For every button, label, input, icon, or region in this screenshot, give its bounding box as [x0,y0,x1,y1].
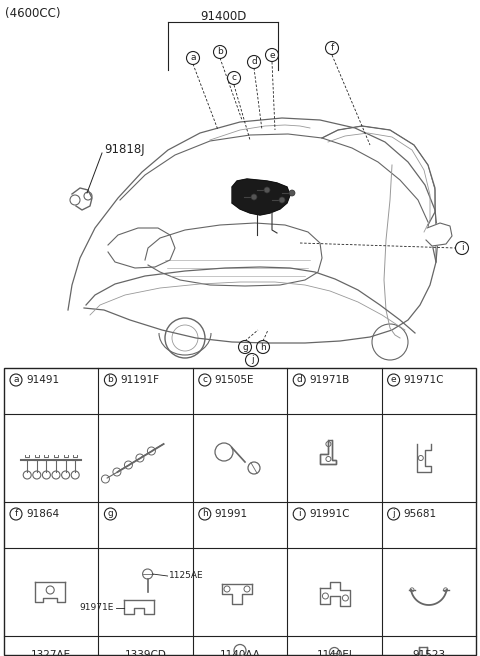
Text: d: d [251,58,257,66]
Circle shape [289,190,295,196]
Text: 1140EJ: 1140EJ [316,650,352,656]
Bar [4,368,476,655]
Text: 91191F: 91191F [120,375,159,385]
Text: i: i [461,243,463,253]
Text: 1327AE: 1327AE [31,650,71,656]
Text: 91991C: 91991C [309,509,350,519]
Text: c: c [202,375,207,384]
Text: 1125AE: 1125AE [168,571,203,579]
Text: 91971E: 91971E [79,604,114,613]
Text: 91818J: 91818J [104,144,144,157]
Text: 91991: 91991 [215,509,248,519]
Text: f: f [330,43,334,52]
Text: b: b [217,47,223,56]
Text: e: e [269,51,275,60]
Text: 91864: 91864 [26,509,59,519]
Text: 91505E: 91505E [215,375,254,385]
Polygon shape [426,223,452,246]
Text: 91491: 91491 [26,375,59,385]
Text: j: j [251,356,253,365]
Text: i: i [298,510,300,518]
Text: a: a [13,375,19,384]
Text: b: b [108,375,113,384]
Text: c: c [231,73,237,83]
Text: g: g [242,342,248,352]
Text: (4600CC): (4600CC) [5,7,60,20]
Text: 95681: 95681 [404,509,437,519]
Text: a: a [190,54,196,62]
Text: d: d [296,375,302,384]
Text: 91523: 91523 [412,650,445,656]
Text: 1140AA: 1140AA [219,650,261,656]
Text: 1339CD: 1339CD [125,650,167,656]
Text: e: e [391,375,396,384]
Text: 91400D: 91400D [200,9,246,22]
Text: j: j [392,510,395,518]
Circle shape [279,197,285,203]
Text: f: f [14,510,18,518]
Circle shape [251,194,257,200]
Text: 91971C: 91971C [404,375,444,385]
Polygon shape [232,179,290,215]
Text: 91971B: 91971B [309,375,349,385]
Text: g: g [108,510,113,518]
Circle shape [264,187,270,193]
Text: h: h [260,342,266,352]
Text: h: h [202,510,208,518]
